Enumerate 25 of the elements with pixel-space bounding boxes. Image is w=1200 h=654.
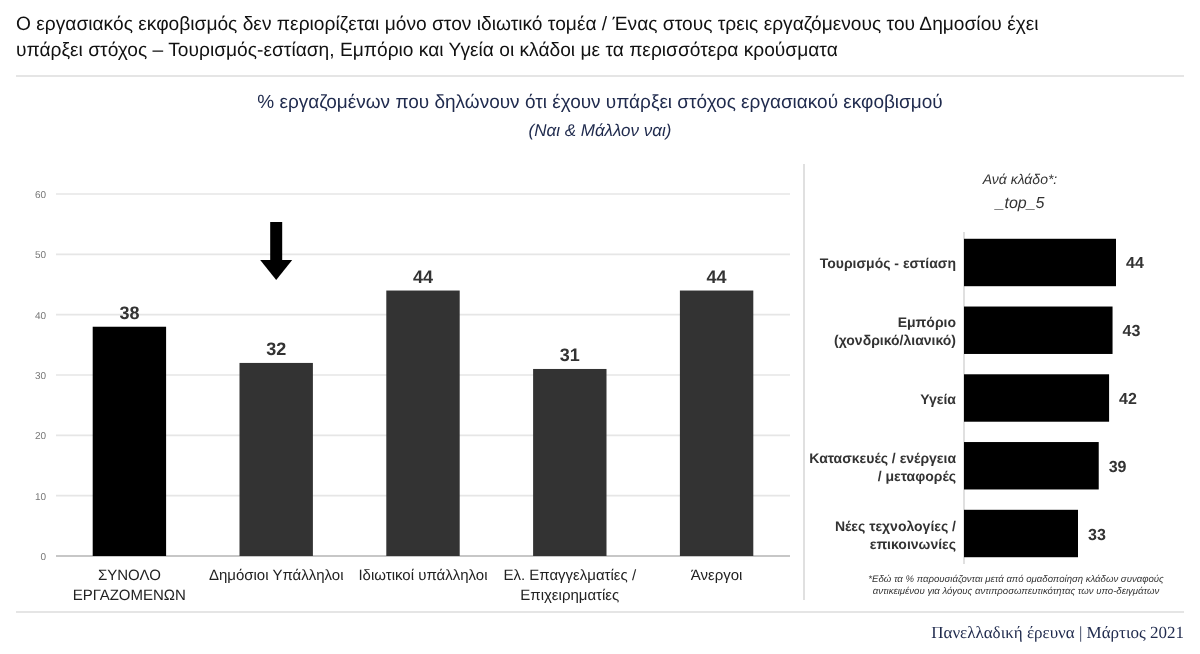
bar	[386, 290, 460, 556]
chart-title: Ο εργασιακός εκφοβισμός δεν περιορίζεται μόνο στον ιδιωτικό τομέα / Ένας στους τρεις εργαζόμενους του Δημοσίου έχει υπάρξει στόχος – Τουρισμός-εστίαση, Εμπόριο και Υγεία οι κλάδοι με τα περισσότερα κρούσματα	[16, 14, 1039, 62]
text: (Ναι & Μάλλον ναι)	[528, 120, 672, 140]
chart-subtitle: _top_5	[993, 194, 1046, 212]
bar	[679, 290, 754, 556]
data-label: 31	[559, 344, 580, 365]
text: Πανελλαδική έρευνα | Μάρτιος 2021	[931, 622, 1184, 642]
bar	[964, 238, 1116, 287]
data-label: 43	[1122, 322, 1142, 341]
data-label: 42	[1119, 390, 1138, 408]
bar	[964, 442, 1099, 490]
chart-subtitle: % εργαζομένων που δηλώνουν ότι έχουν υπάρξει στόχος εργασιακού εκφοβισμού	[257, 92, 943, 114]
data-label: 44	[1126, 254, 1145, 273]
bar	[239, 362, 313, 556]
data-label: 44	[706, 266, 727, 287]
bar	[964, 509, 1078, 558]
data-label: 33	[1088, 525, 1107, 544]
bar	[533, 368, 607, 556]
data-label: 44	[412, 266, 434, 287]
data-label: 39	[1108, 457, 1128, 476]
bar	[964, 306, 1113, 354]
bar	[92, 326, 167, 556]
data-label: 32	[266, 338, 287, 359]
data-label: 38	[119, 302, 140, 323]
bar	[964, 374, 1110, 422]
